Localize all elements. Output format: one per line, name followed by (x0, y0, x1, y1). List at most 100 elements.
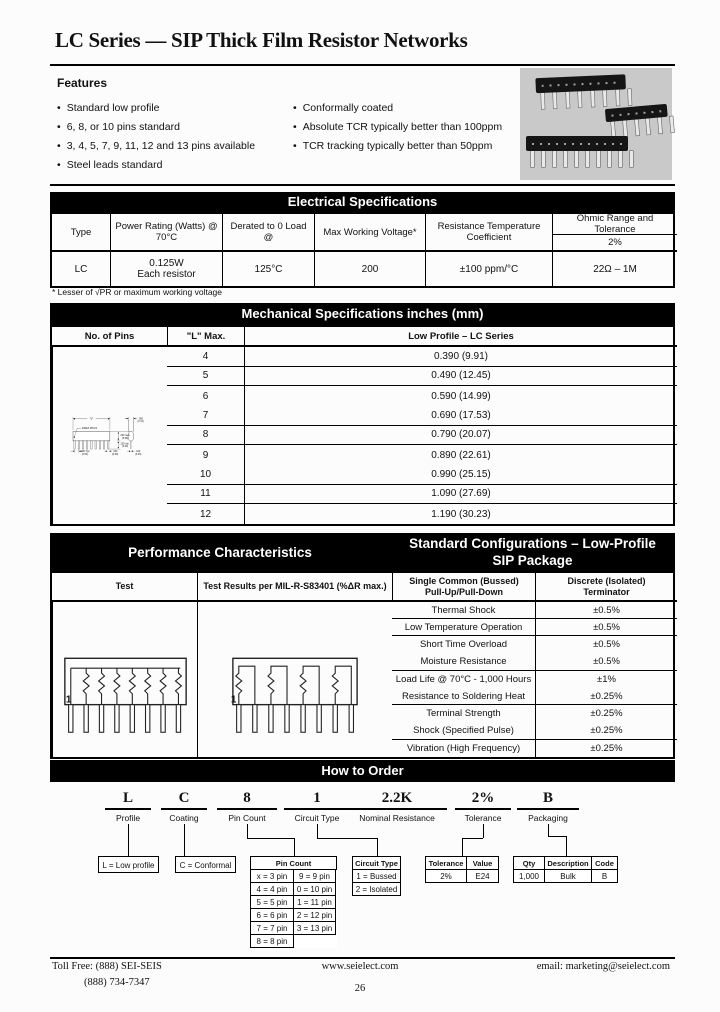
connector-line (462, 838, 463, 856)
order-code: 2.2K (347, 790, 447, 810)
feature-item: Absolute TCR typically better than 100pp… (293, 118, 502, 137)
features-list-right: Conformally coated Absolute TCR typicall… (293, 99, 502, 156)
result-cell: ±0.25% (535, 739, 677, 757)
order-field-label: Profile (115, 813, 141, 823)
value-header: Value (466, 856, 499, 870)
page-title: LC Series — SIP Thick Film Resistor Netw… (55, 28, 468, 52)
isolated-schematic: 1 (197, 602, 392, 757)
tolerance-table: Tolerance Value 2% E24 (425, 856, 500, 883)
pin-count-option: 1 = 11 pin (293, 896, 336, 909)
test-cell: Terminal Strength (426, 708, 501, 720)
mechanical-specs-section: Mechanical Specifications inches (mm) No… (50, 303, 677, 526)
mechanical-diagram: "L" INDEX PIN #1 .200 max. (5.08) .135 m… (52, 347, 167, 524)
order-field-label: Tolerance (464, 813, 502, 823)
dim-135-mm: (3.43) (122, 445, 128, 448)
pins-cell: 6 (202, 390, 209, 402)
pin-count-header: Pin Count (250, 856, 337, 870)
product-photo (520, 68, 675, 180)
description-header: Description (544, 856, 592, 870)
circuit-type-header: Circuit Type (352, 856, 401, 870)
lmax-cell: 0.890 (22.61) (244, 445, 677, 465)
lmax-cell: 0.490 (12.45) (244, 366, 677, 387)
features-heading: Features (57, 76, 108, 90)
dim-095-mm: (2.41) (138, 420, 144, 423)
feature-item: Steel leads standard (57, 156, 255, 175)
col-header-type: Type (70, 226, 92, 238)
order-code: C (161, 790, 207, 810)
performance-config-header: Performance Characteristics Standard Con… (50, 533, 675, 571)
pin-count-option: 2 = 12 pin (293, 909, 336, 922)
col-header-power: Power Rating (Watts) @ 70°C (110, 214, 222, 250)
electrical-footnote: * Lesser of √PR or maximum working volta… (52, 287, 223, 297)
col-header-ohmic-tolerance: 2% (552, 234, 677, 250)
col-header-derated: Derated to 0 Load @ (222, 214, 314, 250)
footer-phone-2: (888) 734-7347 (84, 977, 150, 988)
test-cell: Vibration (High Frequency) (406, 742, 521, 754)
mechanical-specs-table: No. of Pins "L" Max. Low Profile – LC Se… (50, 325, 677, 526)
test-cell: Low Temperature Operation (392, 619, 535, 637)
power-value: 0.125W (149, 258, 184, 269)
sip-network-6pin (604, 103, 679, 138)
performance-section: Performance Characteristics Standard Con… (50, 533, 677, 759)
order-field-tolerance: 2% Tolerance (455, 790, 511, 823)
dim-100-mm: (2.54) (82, 453, 88, 456)
circuit-type-table: Circuit Type 1 = Bussed 2 = Isolated (352, 856, 401, 896)
pins-cell: 10 (167, 465, 244, 485)
pin-count-option: 4 = 4 pin (250, 883, 294, 896)
cell-type: LC (52, 250, 110, 286)
pins-cell: 8 (167, 426, 244, 446)
isolated-circuit-diagram: 1 (231, 657, 358, 733)
title-rule (50, 64, 675, 66)
connector-line (548, 836, 566, 837)
sip-dimension-drawing: "L" INDEX PIN #1 .200 max. (5.08) .135 m… (70, 416, 144, 456)
connector-line (294, 838, 295, 856)
feature-item: TCR tracking typically better than 50ppm (293, 137, 502, 156)
tolerance-header: Tolerance (425, 856, 467, 870)
test-cell: Resistance to Soldering Heat (392, 688, 535, 706)
test-cell: Moisture Resistance (392, 654, 535, 671)
value-value: E24 (466, 870, 499, 883)
electrical-specs-table: Type Power Rating (Watts) @ 70°C Derated… (50, 212, 677, 288)
order-code: 2% (455, 790, 511, 810)
pin-count-option: 3 = 13 pin (293, 922, 336, 935)
pin-count-option: x = 3 pin (250, 870, 294, 883)
profile-option-box: L = Low profile (98, 856, 159, 873)
cell-derated: 125°C (222, 250, 314, 286)
circuit-type-option: 2 = Isolated (352, 883, 401, 896)
col-header-tcr: Resistance Temperature Coefficient (425, 214, 552, 250)
pin-count-option: 9 = 9 pin (293, 870, 336, 883)
sip-network-10pin (526, 136, 638, 167)
mechanical-specs-title: Mechanical Specifications inches (mm) (50, 303, 675, 325)
result-cell: ±0.5% (535, 653, 677, 671)
lmax-cell: 0.990 (25.15) (244, 464, 677, 485)
dim-200-label: .200 max. (120, 434, 131, 437)
pin-count-option: 0 = 10 pin (293, 883, 336, 896)
col-header-ohmic: Ohmic Range and Tolerance (552, 213, 677, 235)
order-code: B (517, 790, 579, 810)
connector-line (483, 824, 484, 838)
tolerance-value: 2% (425, 870, 467, 883)
order-field-label: Packaging (528, 813, 568, 823)
electrical-specs-title: Electrical Specifications (50, 192, 675, 212)
footer-email: email: marketing@seielect.com (536, 961, 670, 972)
connector-line (317, 824, 318, 838)
pin-count-option: 8 = 8 pin (250, 935, 294, 948)
bussed-schematic: 1 (52, 602, 197, 757)
cell-ohmic: 22Ω – 1M (552, 250, 677, 286)
cell-voltage: 200 (314, 250, 425, 286)
pins-cell: 12 (199, 508, 212, 520)
cell-power: 0.125W Each resistor (110, 250, 222, 286)
footer-phone-1: Toll Free: (888) SEI-SEIS (52, 961, 162, 972)
packaging-table: Qty Description Code 1,000 Bulk B (513, 856, 620, 883)
result-cell: ±0.5% (535, 636, 677, 654)
connector-line (128, 824, 129, 856)
pin-count-option: 6 = 6 pin (250, 909, 294, 922)
order-field-label: Nominal Resistance (359, 813, 435, 823)
how-to-order-section: How to Order L Profile C Coating 8 Pin C… (50, 758, 675, 958)
power-note: Each resistor (137, 269, 196, 280)
order-field-pin-count: 8 Pin Count (217, 790, 277, 823)
order-code: 1 (284, 790, 350, 810)
performance-title: Performance Characteristics (128, 544, 312, 560)
test-cell: Load Life @ 70°C - 1,000 Hours (395, 673, 532, 685)
